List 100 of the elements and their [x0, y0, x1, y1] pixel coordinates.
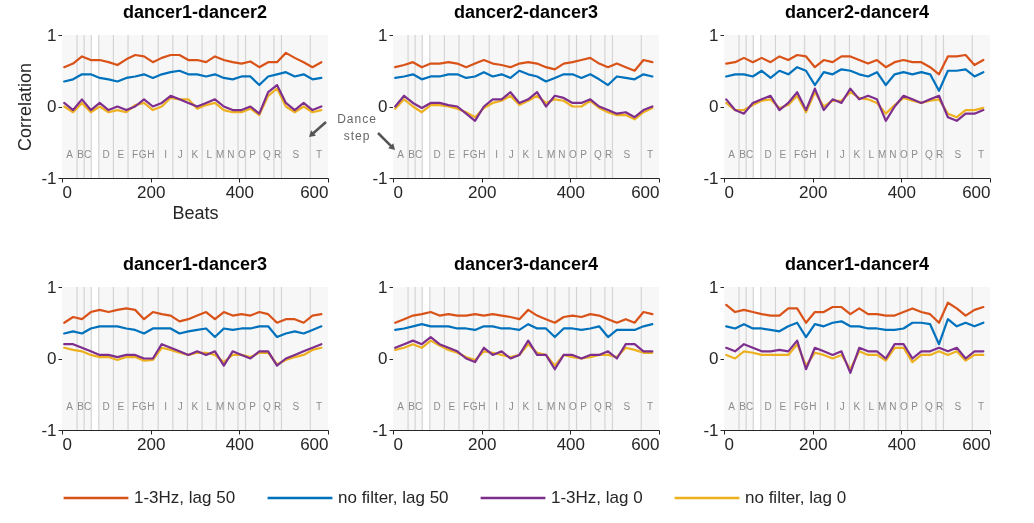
line-series — [725, 301, 985, 324]
band-label: C — [746, 401, 754, 413]
x-tick-label: 400 — [887, 434, 917, 454]
line-series — [394, 69, 654, 87]
band-label: K — [191, 401, 199, 413]
band-label: I — [164, 401, 167, 413]
band-label: R — [274, 149, 282, 161]
band-label: O — [568, 401, 577, 413]
band-label: C — [746, 149, 754, 161]
band-label: H — [478, 149, 486, 161]
band-label: A — [728, 149, 736, 161]
band-label: K — [522, 149, 530, 161]
chart-title: dancer1-dancer3 — [122, 254, 268, 274]
band-label: K — [191, 149, 199, 161]
line-series — [725, 53, 985, 76]
y-tick-label: -1 — [703, 420, 719, 440]
text: Dance step — [336, 111, 378, 145]
band-label: T — [647, 149, 654, 161]
y-tick-label: 1 — [709, 277, 719, 297]
x-tick-label: 600 — [300, 182, 329, 202]
band-label: K — [853, 401, 861, 413]
band-label: R — [936, 401, 944, 413]
line-series — [725, 66, 985, 92]
band-label: H — [478, 401, 486, 413]
x-tick-label: 200 — [136, 182, 166, 202]
x-tick-label: 400 — [556, 434, 586, 454]
y-tick-label: 0 — [709, 349, 719, 368]
band-label: S — [954, 149, 962, 161]
x-tick-label: 600 — [300, 434, 329, 454]
band-label: S — [292, 149, 300, 161]
x-tick-label: 0 — [393, 434, 403, 454]
x-tick-label: 200 — [467, 182, 497, 202]
line-series — [63, 307, 323, 324]
band-label: H — [809, 149, 817, 161]
band-label: M — [546, 401, 556, 413]
band-label: C — [415, 401, 423, 413]
band-label: Q — [593, 401, 602, 413]
y-tick-label: 0 — [378, 97, 388, 116]
line-series — [394, 308, 654, 324]
band-label: O — [237, 401, 246, 413]
band-label: S — [623, 149, 631, 161]
x-tick-label: 600 — [631, 182, 660, 202]
y-tick-label: 0 — [47, 349, 57, 368]
band-label: M — [546, 149, 556, 161]
band-label: T — [978, 401, 985, 413]
line-series — [63, 51, 323, 69]
band-label: P — [249, 401, 257, 413]
band-label: F — [793, 149, 800, 161]
band-label: G — [800, 149, 809, 161]
band-label: A — [728, 401, 736, 413]
band-label: L — [868, 149, 875, 161]
band-label: O — [568, 149, 577, 161]
band-label: H — [147, 401, 155, 413]
band-label: T — [647, 401, 654, 413]
band-label: A — [66, 149, 74, 161]
band-label: L — [537, 149, 544, 161]
band-label: D — [764, 401, 772, 413]
x-tick-label: 0 — [62, 434, 72, 454]
band-label: K — [522, 401, 530, 413]
chart-title: dancer2-dancer4 — [784, 2, 930, 22]
x-tick-label: 0 — [724, 434, 734, 454]
chart-title: dancer1-dancer4 — [784, 254, 930, 274]
band-label: M — [215, 401, 225, 413]
band-label: D — [433, 401, 441, 413]
y-tick-label: 1 — [378, 277, 388, 297]
band-label: T — [978, 149, 985, 161]
y-tick-label: -1 — [372, 420, 388, 440]
band-label: T — [316, 149, 323, 161]
y-tick-label: -1 — [703, 168, 719, 188]
band-label: Q — [593, 149, 602, 161]
band-label: R — [274, 401, 282, 413]
band-label: M — [877, 401, 887, 413]
band-label: E — [117, 149, 125, 161]
x-tick-label: 400 — [887, 182, 917, 202]
band-label: N — [558, 149, 566, 161]
band-label: B — [408, 149, 416, 161]
band-label: H — [147, 149, 155, 161]
band-label: A — [397, 149, 405, 161]
band-label: K — [853, 149, 861, 161]
x-tick-label: 600 — [631, 434, 660, 454]
band-label: G — [469, 401, 478, 413]
band-label: Q — [924, 149, 933, 161]
x-tick-label: 200 — [467, 434, 497, 454]
y-axis-title: Correlation — [15, 62, 36, 152]
y-tick-label: 0 — [378, 349, 388, 368]
band-label: G — [138, 401, 147, 413]
chart-title: dancer3-dancer4 — [453, 254, 599, 274]
band-label: R — [605, 401, 613, 413]
band-label: Q — [262, 149, 271, 161]
band-label: J — [839, 149, 845, 161]
band-label: D — [764, 149, 772, 161]
band-label: E — [117, 401, 125, 413]
band-label: Q — [262, 401, 271, 413]
band-label: I — [826, 401, 829, 413]
band-label: J — [508, 401, 514, 413]
y-tick-label: -1 — [372, 168, 388, 188]
band-label: F — [793, 401, 800, 413]
band-label: N — [227, 401, 235, 413]
band-label: S — [954, 401, 962, 413]
legend-label: 1-3Hz, lag 50 — [134, 488, 236, 507]
